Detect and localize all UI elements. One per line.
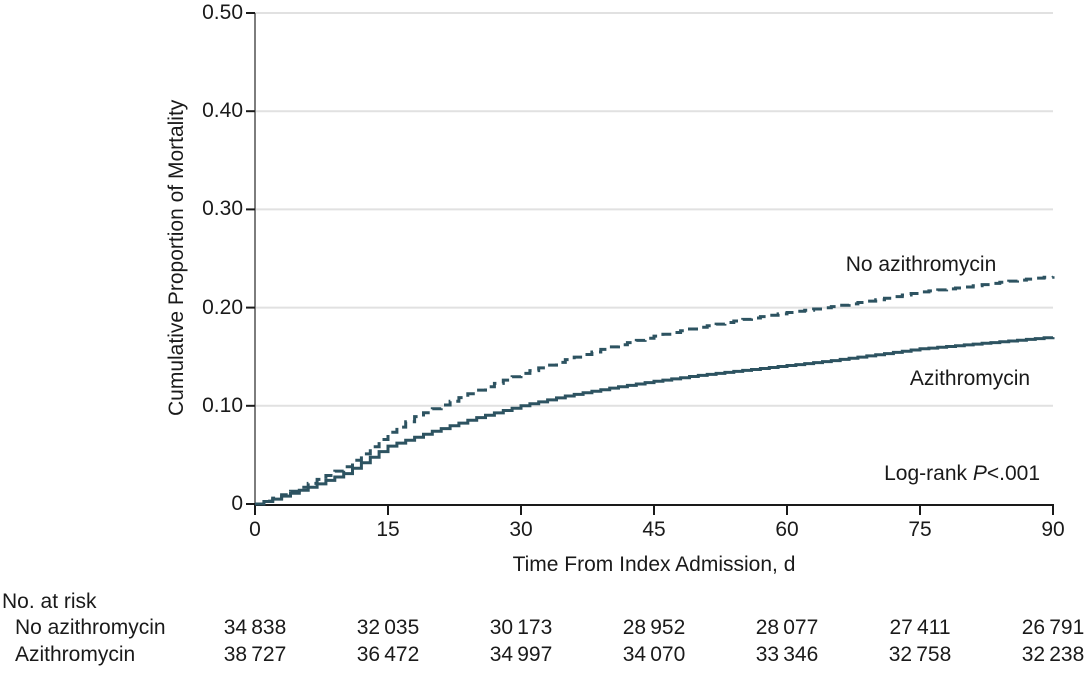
risk-value: 28 077 — [755, 616, 819, 639]
risk-value: 28 952 — [622, 616, 686, 639]
risk-table-title: No. at risk — [2, 590, 97, 613]
y-tick-label: 0.40 — [202, 99, 243, 123]
risk-value: 26 791 — [1021, 616, 1085, 639]
y-tick-label: 0.10 — [202, 393, 243, 417]
risk-value: 34 070 — [622, 643, 686, 666]
risk-value: 34 838 — [223, 616, 287, 639]
p-value: <.001 — [986, 462, 1040, 485]
risk-value: 33 346 — [755, 643, 819, 666]
risk-value: 36 472 — [356, 643, 420, 666]
risk-value: 32 035 — [356, 616, 420, 639]
y-tick-label: 0.20 — [202, 295, 243, 319]
log-rank-prefix: Log-rank — [884, 462, 967, 485]
y-axis-title: Cumulative Proportion of Mortality — [165, 99, 188, 416]
risk-value: 32 758 — [888, 643, 952, 666]
x-axis-title: Time From Index Admission, d — [512, 553, 796, 576]
risk-value: 38 727 — [223, 643, 287, 666]
risk-value: 30 173 — [489, 616, 553, 639]
y-tick-label: 0.30 — [202, 197, 243, 221]
risk-value: 27 411 — [889, 616, 951, 639]
x-tick-label: 90 — [1041, 518, 1065, 541]
curve-label-azithromycin: Azithromycin — [909, 367, 1031, 390]
risk-value: 34 997 — [489, 643, 553, 666]
risk-row-label-no-azithromycin: No azithromycin — [15, 616, 166, 639]
curve-azithromycin — [255, 336, 1055, 506]
y-tick-label: 0 — [231, 492, 243, 515]
risk-row-label-azithromycin: Azithromycin — [15, 643, 136, 666]
x-tick-label: 45 — [642, 518, 666, 541]
p-symbol: P — [972, 462, 987, 485]
x-tick-label: 60 — [775, 518, 799, 541]
risk-value: 32 238 — [1021, 643, 1085, 666]
x-tick-label: 0 — [249, 518, 261, 541]
curve-no-azithromycin — [255, 275, 1055, 506]
x-tick-label: 15 — [376, 518, 400, 541]
log-rank-annotation: Log-rank P<.001 — [830, 461, 1040, 487]
x-tick-label: 30 — [509, 518, 533, 541]
x-tick-label: 75 — [908, 518, 932, 541]
y-tick-label: 0.50 — [202, 1, 243, 24]
curve-label-no-azithromycin: No azithromycin — [845, 253, 997, 276]
